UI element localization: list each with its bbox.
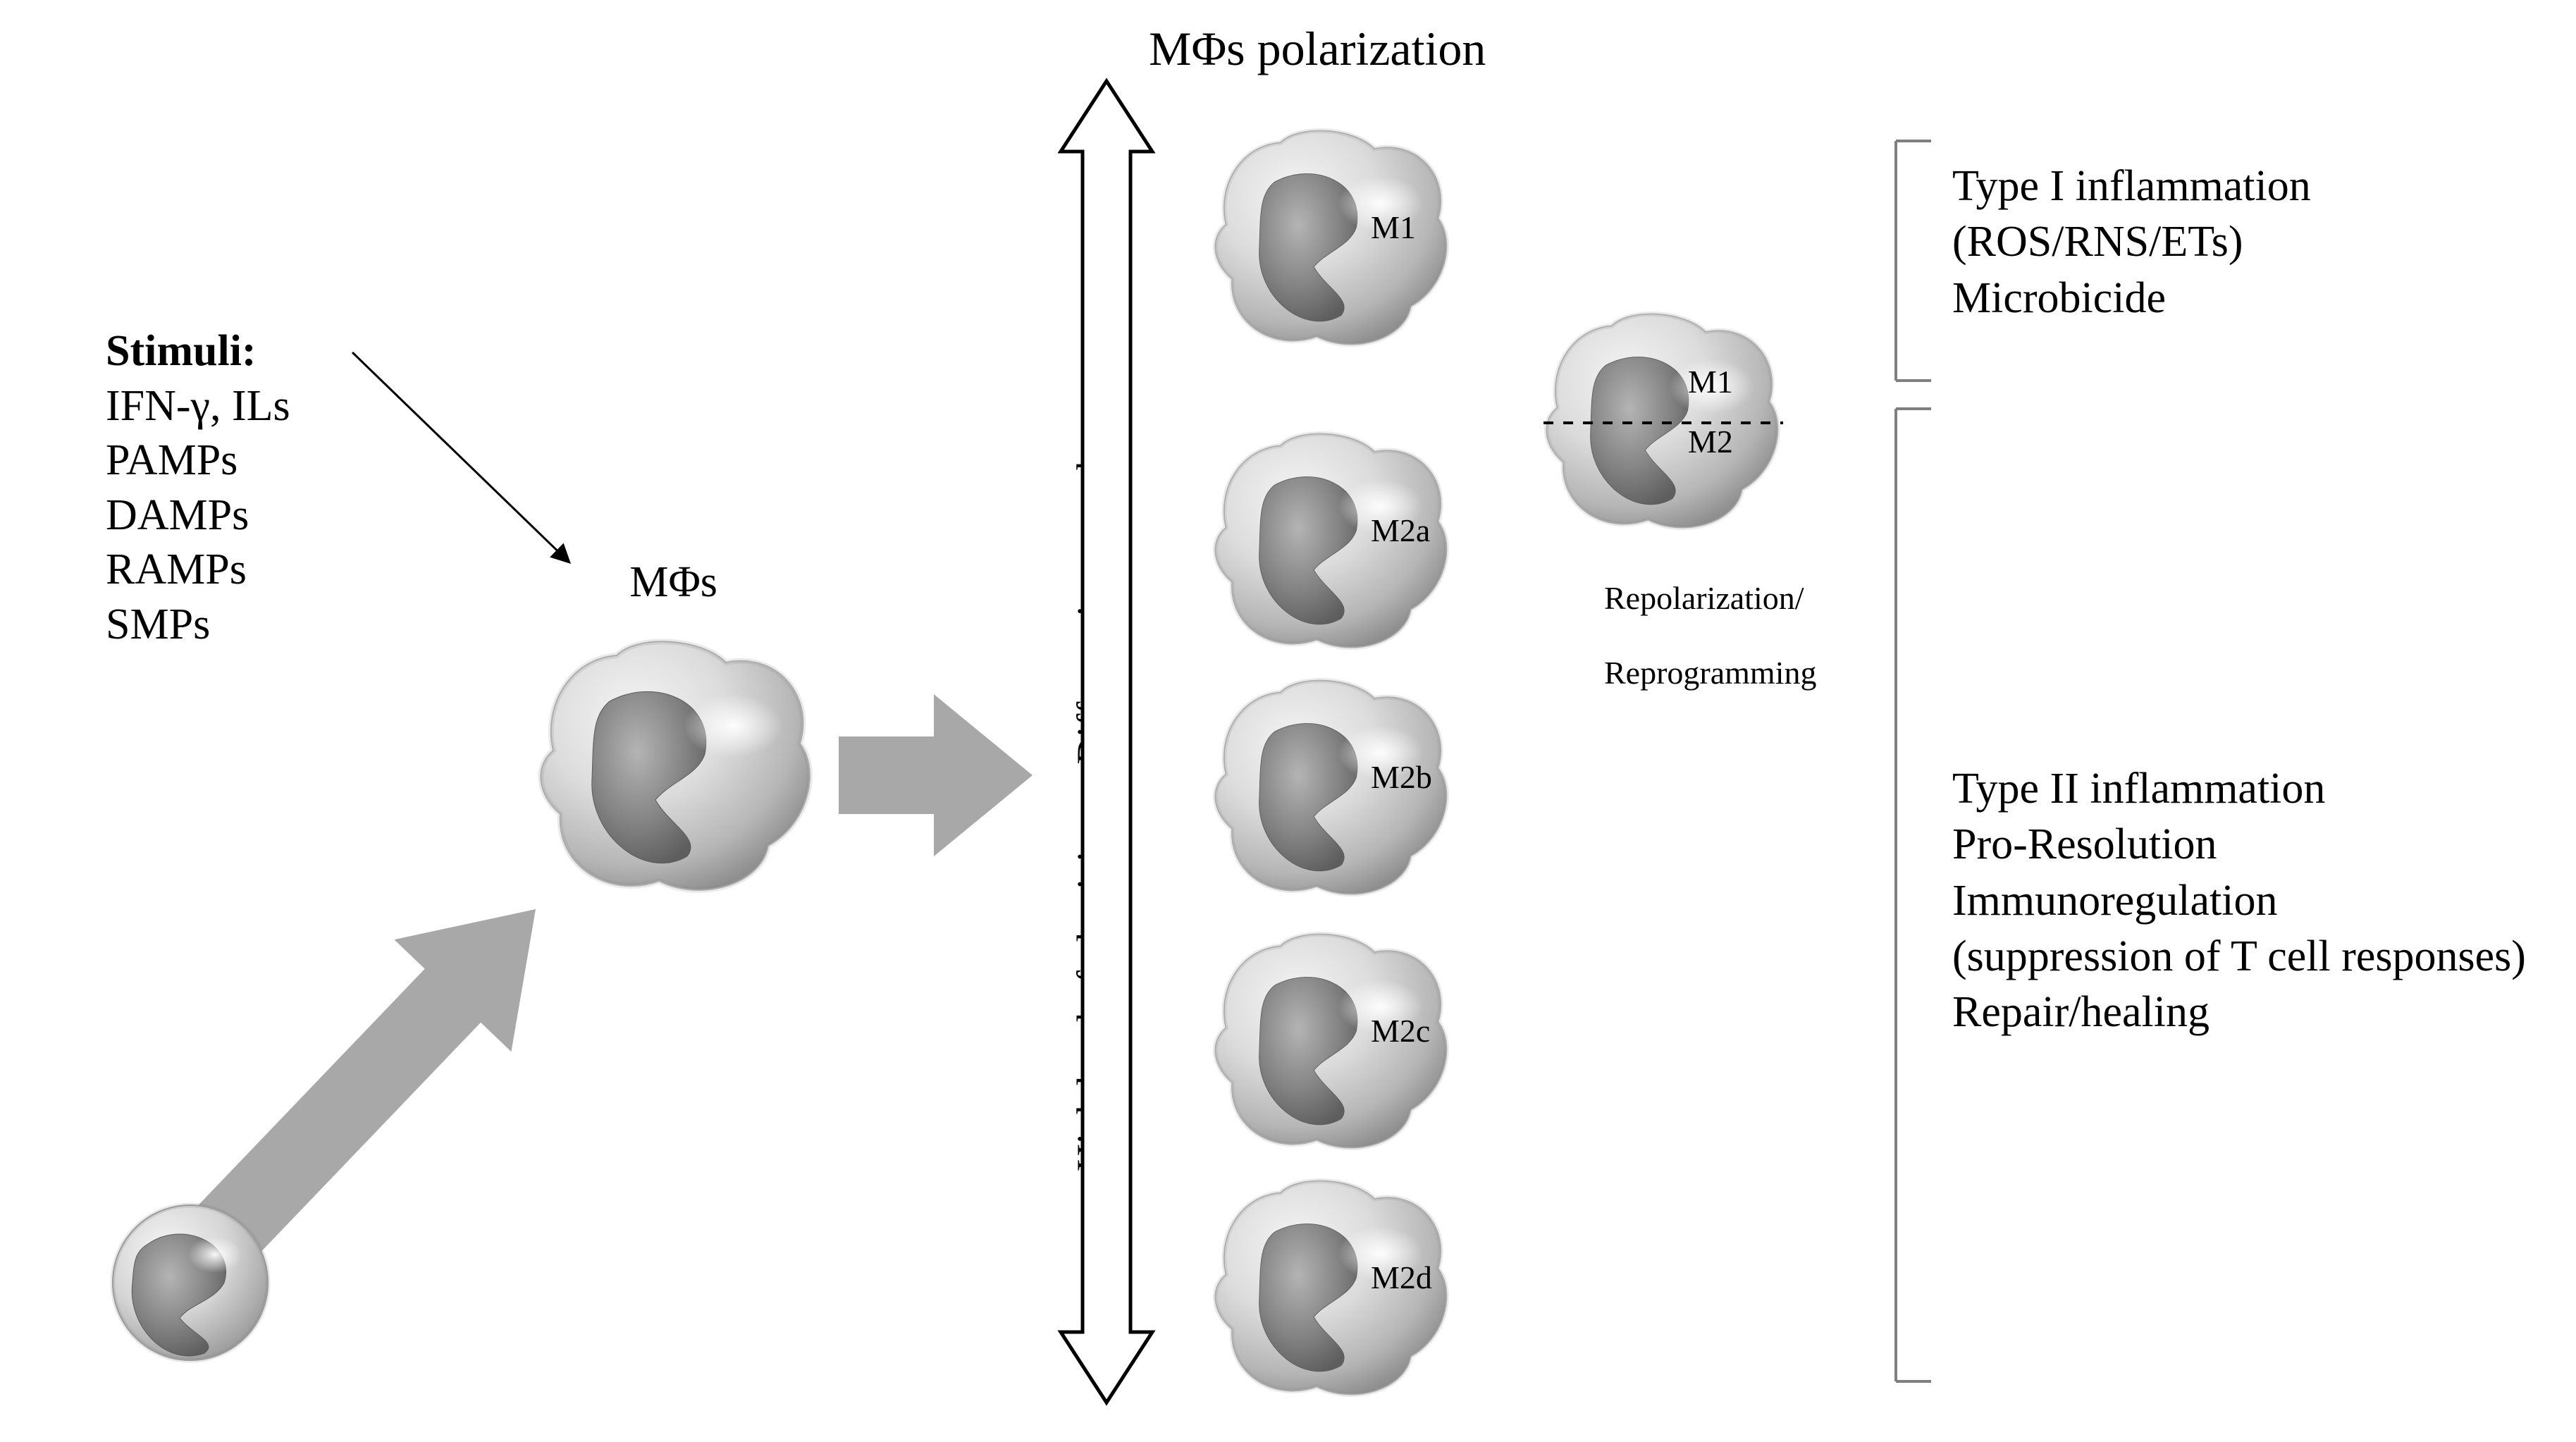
monocyte-cell — [113, 1205, 268, 1360]
bracket-type1 — [1896, 141, 1931, 381]
repolar-top-label: M1 — [1688, 363, 1733, 400]
macrophage-main — [541, 641, 810, 890]
vertical-double-arrow — [1061, 81, 1152, 1403]
polarized-cell-label: M2b — [1371, 758, 1432, 796]
shapes-svg — [0, 0, 2576, 1442]
polarized-cell-label: M2d — [1371, 1259, 1432, 1296]
repolarization-cell — [1543, 314, 1783, 527]
arrow-stimuli-to-receptors — [352, 352, 571, 564]
bracket-type2 — [1896, 409, 1931, 1381]
arrow-macrophage-to-axis — [839, 694, 1033, 856]
polarized-cell-label: M1 — [1371, 209, 1416, 246]
repolar-bottom-label: M2 — [1688, 423, 1733, 460]
diagram-stage: MΦs polarization Stimuli: IFN-γ, ILs PAM… — [0, 0, 2576, 1442]
polarized-cell-label: M2a — [1371, 512, 1430, 549]
polarized-cell-label: M2c — [1371, 1012, 1430, 1049]
